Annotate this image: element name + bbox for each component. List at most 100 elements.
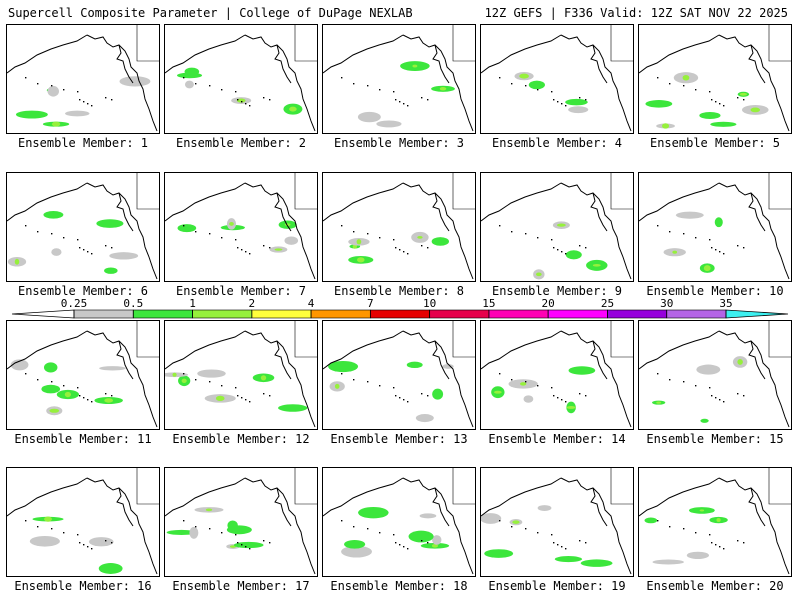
island bbox=[245, 546, 247, 548]
island bbox=[379, 385, 381, 387]
island bbox=[427, 247, 429, 249]
coastline bbox=[7, 330, 88, 370]
island bbox=[585, 247, 587, 249]
island bbox=[183, 77, 185, 79]
pacific-map bbox=[165, 468, 317, 575]
country-border bbox=[768, 468, 791, 505]
island bbox=[241, 101, 243, 103]
scp-shading bbox=[652, 559, 685, 565]
scp-shading bbox=[710, 121, 737, 127]
island bbox=[499, 520, 501, 522]
scp-shading bbox=[260, 375, 267, 381]
island bbox=[221, 385, 223, 387]
colorbar-tick-label: 1 bbox=[189, 297, 196, 310]
island bbox=[395, 542, 397, 544]
island bbox=[719, 103, 721, 105]
member-label: Ensemble Member: 10 bbox=[646, 284, 784, 298]
island bbox=[395, 99, 397, 101]
scp-shading bbox=[98, 563, 123, 574]
island bbox=[393, 534, 395, 536]
scp-shading bbox=[184, 67, 200, 76]
pacific-map bbox=[323, 173, 475, 280]
member-map-panel bbox=[638, 467, 792, 577]
scp-shading bbox=[15, 110, 48, 119]
island bbox=[241, 544, 243, 546]
island bbox=[249, 548, 251, 550]
coastline bbox=[323, 477, 404, 517]
scp-shading bbox=[406, 361, 423, 369]
island bbox=[553, 99, 555, 101]
island bbox=[51, 85, 53, 87]
island bbox=[395, 247, 397, 249]
member-label: Ensemble Member: 5 bbox=[649, 136, 781, 150]
island bbox=[709, 534, 711, 536]
scp-shading bbox=[432, 535, 442, 545]
pacific-map bbox=[639, 25, 791, 132]
island bbox=[379, 532, 381, 534]
island bbox=[553, 247, 555, 249]
scp-shading bbox=[166, 529, 197, 535]
island bbox=[241, 397, 243, 399]
island bbox=[719, 251, 721, 253]
colorbar-tick-label: 30 bbox=[660, 297, 673, 310]
coastline bbox=[7, 34, 88, 74]
coastline bbox=[748, 44, 766, 84]
scp-shading bbox=[64, 391, 72, 398]
island bbox=[209, 85, 211, 87]
island bbox=[341, 225, 343, 227]
island bbox=[25, 77, 27, 79]
island bbox=[743, 247, 745, 249]
island bbox=[183, 225, 185, 227]
coastline bbox=[639, 182, 720, 222]
island bbox=[209, 528, 211, 530]
colorbar-segment bbox=[607, 309, 668, 319]
scp-shading bbox=[699, 509, 705, 512]
country-border bbox=[768, 321, 791, 358]
island bbox=[719, 546, 721, 548]
island bbox=[393, 387, 395, 389]
scp-shading bbox=[656, 401, 662, 404]
coastline bbox=[165, 34, 246, 74]
island bbox=[353, 231, 355, 233]
scp-shading bbox=[537, 505, 552, 511]
country-border bbox=[610, 173, 633, 210]
scp-shading bbox=[554, 556, 582, 563]
coastline bbox=[481, 477, 562, 517]
island bbox=[399, 397, 401, 399]
island bbox=[51, 528, 53, 530]
island bbox=[537, 89, 539, 91]
member-map-panel bbox=[164, 320, 318, 430]
scp-shading bbox=[119, 76, 151, 87]
country-border bbox=[136, 173, 159, 210]
island bbox=[723, 548, 725, 550]
island bbox=[657, 225, 659, 227]
island bbox=[183, 520, 185, 522]
colorbar-tick-label: 7 bbox=[367, 297, 374, 310]
scp-shading bbox=[519, 382, 527, 386]
island bbox=[537, 385, 539, 387]
island bbox=[235, 239, 237, 241]
member-map-panel bbox=[480, 172, 634, 282]
scp-shading bbox=[417, 235, 423, 239]
scp-shading bbox=[99, 366, 126, 371]
country-border bbox=[610, 321, 633, 358]
island bbox=[245, 399, 247, 401]
scp-shading bbox=[233, 541, 264, 549]
scp-shading bbox=[519, 73, 529, 79]
member-map-panel bbox=[480, 467, 634, 577]
island bbox=[221, 237, 223, 239]
member-label: Ensemble Member: 6 bbox=[17, 284, 149, 298]
scp-shading bbox=[512, 520, 520, 524]
island bbox=[79, 99, 81, 101]
island bbox=[695, 532, 697, 534]
pacific-map bbox=[639, 321, 791, 428]
member-label: Ensemble Member: 19 bbox=[488, 579, 626, 593]
coastline bbox=[590, 44, 608, 84]
island bbox=[237, 99, 239, 101]
island bbox=[237, 247, 239, 249]
island bbox=[511, 231, 513, 233]
island bbox=[79, 395, 81, 397]
island bbox=[427, 99, 429, 101]
coastline bbox=[323, 330, 404, 370]
coastline bbox=[244, 182, 316, 280]
